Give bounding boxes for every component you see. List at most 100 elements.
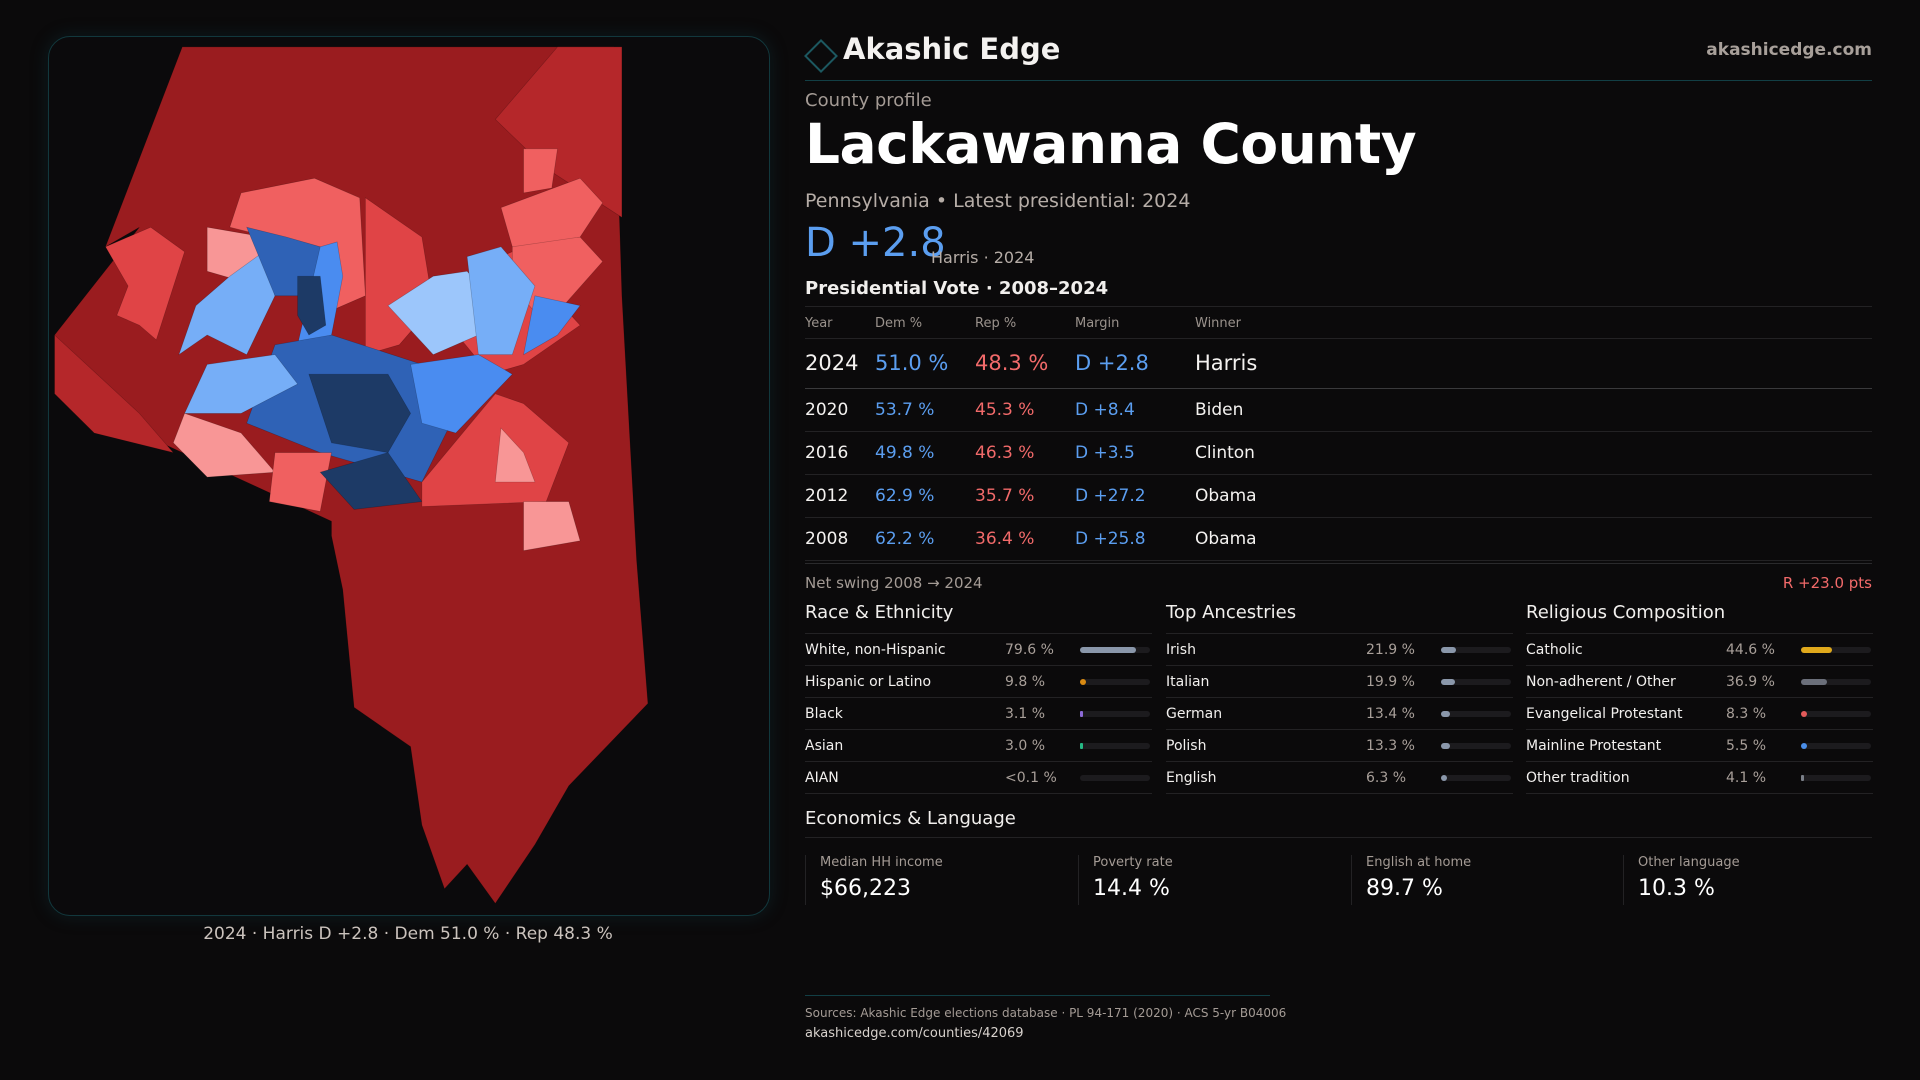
winner: Obama (1195, 486, 1257, 506)
stat-bar-track (1080, 679, 1150, 685)
brand-name[interactable]: Akashic Edge (843, 32, 1061, 66)
precinct-region[interactable] (494, 427, 536, 483)
stat-bar-track (1441, 711, 1511, 717)
stat-value: 13.4 % (1366, 706, 1415, 722)
economics-title: Economics & Language (805, 808, 1016, 829)
stat-label: Hispanic or Latino (805, 674, 932, 690)
precinct-region[interactable] (523, 501, 581, 551)
table-row: 2020 53.7 % 45.3 % D +8.4 Biden (805, 389, 1872, 432)
precinct-region[interactable] (268, 452, 332, 512)
precinct-region[interactable] (297, 275, 327, 336)
margin: D +27.2 (1075, 486, 1146, 506)
stat-label: Asian (805, 738, 844, 754)
stat-row: English 6.3 % (1166, 762, 1513, 794)
rep-pct: 36.4 % (975, 529, 1035, 549)
stat-value: <0.1 % (1005, 770, 1057, 786)
stat-row: White, non-Hispanic 79.6 % (805, 634, 1152, 666)
winner: Clinton (1195, 443, 1255, 463)
table-row: 2024 51.0 % 48.3 % D +2.8 Harris (805, 339, 1872, 389)
stat-value: 79.6 % (1005, 642, 1054, 658)
stat-row: AIAN <0.1 % (805, 762, 1152, 794)
sources-note: Sources: Akashic Edge elections database… (805, 1006, 1287, 1020)
stat-value: 3.1 % (1005, 706, 1046, 722)
stat-bar-track (1441, 647, 1511, 653)
county-url[interactable]: akashicedge.com/counties/42069 (805, 1026, 1024, 1041)
stat-row: Hispanic or Latino 9.8 % (805, 666, 1152, 698)
stat-value: 44.6 % (1726, 642, 1775, 658)
precinct-region[interactable] (523, 148, 558, 194)
table-row: 2008 62.2 % 36.4 % D +25.8 Obama (805, 518, 1872, 561)
margin: D +2.8 (1075, 351, 1149, 375)
stat-label: AIAN (805, 770, 839, 786)
precinct-region[interactable] (500, 177, 604, 248)
precinct-region[interactable] (466, 246, 536, 355)
page-title: Lackawanna County (805, 112, 1417, 176)
stat-bar-fill (1441, 679, 1455, 685)
rep-pct: 46.3 % (975, 443, 1035, 463)
stat-bar-fill (1441, 743, 1451, 749)
headline-margin-sub: Harris · 2024 (931, 248, 1035, 267)
stat-row: Mainline Protestant 5.5 % (1526, 730, 1873, 762)
col-rep: Rep % (975, 316, 1017, 331)
stat-label: Mainline Protestant (1526, 738, 1662, 754)
year: 2012 (805, 486, 849, 506)
stat-label: Median HH income (820, 855, 943, 870)
stat-bar-fill (1080, 711, 1083, 717)
precinct-map[interactable] (48, 36, 770, 916)
precinct-region[interactable] (184, 354, 299, 414)
page-subtitle: Pennsylvania • Latest presidential: 2024 (805, 190, 1191, 212)
stat-value: 5.5 % (1726, 738, 1767, 754)
stat-value: 4.1 % (1726, 770, 1767, 786)
stat-value: 9.8 % (1005, 674, 1046, 690)
footer-divider (805, 995, 1270, 996)
religion-title: Religious Composition (1526, 600, 1873, 634)
ancestry-title: Top Ancestries (1166, 600, 1513, 634)
stat-label: Polish (1166, 738, 1207, 754)
stat-row: Non-adherent / Other 36.9 % (1526, 666, 1873, 698)
margin: D +3.5 (1075, 443, 1135, 463)
precinct-region[interactable] (54, 334, 175, 454)
race-title: Race & Ethnicity (805, 600, 1152, 634)
stat-bar-track (1441, 775, 1511, 781)
margin: D +25.8 (1075, 529, 1146, 549)
stat-label: Catholic (1526, 642, 1583, 658)
dem-pct: 51.0 % (875, 351, 949, 375)
stat-bar-track (1441, 679, 1511, 685)
map-caption: 2024 · Harris D +2.8 · Dem 51.0 % · Rep … (203, 924, 613, 944)
winner: Harris (1195, 351, 1258, 375)
precinct-map-svg[interactable] (49, 37, 769, 915)
stat-label: Irish (1166, 642, 1196, 658)
brand-header: Akashic Edge akashicedge.com (804, 30, 1872, 81)
precinct-region[interactable] (308, 373, 411, 453)
stat-label: Italian (1166, 674, 1210, 690)
precinct-region[interactable] (523, 295, 581, 356)
winner: Biden (1195, 400, 1244, 420)
dem-pct: 62.2 % (875, 529, 935, 549)
stat-value: 89.7 % (1366, 876, 1443, 901)
stat-row: Polish 13.3 % (1166, 730, 1513, 762)
stat-row: Evangelical Protestant 8.3 % (1526, 698, 1873, 730)
dem-pct: 53.7 % (875, 400, 935, 420)
vote-section-title: Presidential Vote · 2008–2024 (805, 278, 1109, 299)
stat-label: German (1166, 706, 1223, 722)
stat-value: 19.9 % (1366, 674, 1415, 690)
stat-row: Catholic 44.6 % (1526, 634, 1873, 666)
stat-bar-track (1801, 743, 1871, 749)
col-winner: Winner (1195, 316, 1242, 331)
stat-bar-track (1801, 647, 1871, 653)
econ-stat-poverty: Poverty rate 14.4 % (1078, 855, 1173, 905)
site-link[interactable]: akashicedge.com (1706, 40, 1872, 60)
margin: D +8.4 (1075, 400, 1135, 420)
vote-table-header: Year Dem % Rep % Margin Winner (805, 307, 1872, 339)
precinct-region[interactable] (178, 251, 276, 356)
stat-bar-fill (1080, 647, 1136, 653)
stat-bar-track (1801, 711, 1871, 717)
precinct-region[interactable] (172, 413, 276, 478)
precinct-region[interactable] (105, 226, 185, 341)
precinct-region[interactable] (410, 354, 513, 434)
stat-value: 3.0 % (1005, 738, 1046, 754)
stat-bar-track (1801, 679, 1871, 685)
stat-label: Poverty rate (1093, 855, 1173, 870)
stat-label: Evangelical Protestant (1526, 706, 1683, 722)
stat-row: Asian 3.0 % (805, 730, 1152, 762)
